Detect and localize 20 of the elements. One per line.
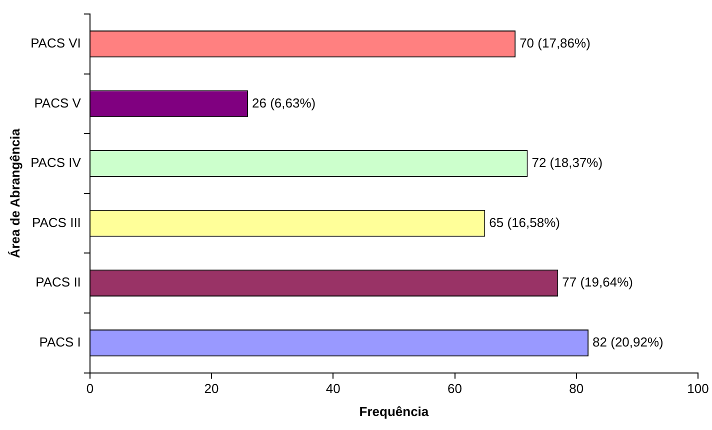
y-tick-label: PACS V — [34, 95, 82, 110]
data-label: 72 (18,37%) — [532, 155, 603, 170]
y-tick-label: PACS IV — [30, 155, 82, 170]
x-tick-label: 20 — [204, 381, 219, 396]
x-tick-label: 60 — [448, 381, 462, 396]
y-tick-label: PACS I — [39, 334, 81, 350]
x-tick-label: 100 — [687, 381, 709, 396]
y-axis-title: Área de Abrangência — [7, 128, 22, 258]
x-axis-title: Frequência — [359, 404, 430, 419]
x-tick-label: 40 — [326, 381, 340, 396]
y-tick-label: PACS III — [32, 214, 81, 230]
y-tick-label: PACS II — [36, 274, 81, 290]
data-label: 82 (20,92%) — [592, 334, 664, 350]
y-tick-label: PACS VI — [30, 35, 81, 50]
data-label: 77 (19,64%) — [562, 274, 633, 290]
data-label: 26 (6,63%) — [252, 95, 316, 110]
data-label: 70 (17,86%) — [520, 35, 590, 50]
x-tick-label: 0 — [86, 381, 94, 396]
x-tick-label: 80 — [569, 381, 584, 396]
data-label: 65 (16,58%) — [489, 214, 560, 230]
